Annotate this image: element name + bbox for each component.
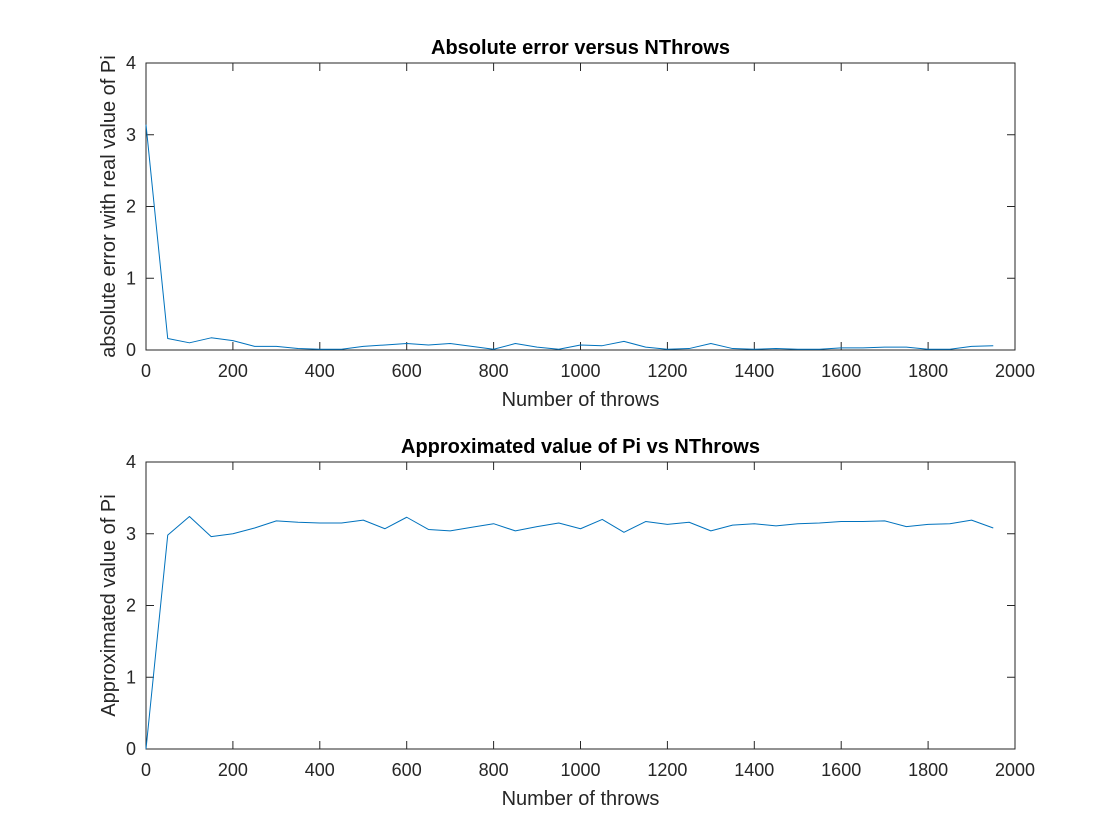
pi-x-tick-label: 1800 — [908, 760, 948, 780]
error-plot-axes: 0 200 400 600 800 1000 1200 1400 1600 1800 2000 0 1 2… — [98, 37, 1035, 411]
error-x-tick-label: 1800 — [908, 361, 948, 381]
pi-x-tick-label: 1400 — [734, 760, 774, 780]
pi-y-axis-label: Approximated value of Pi — [98, 494, 120, 716]
error-y-tick-label: 1 — [126, 268, 136, 288]
pi-y-tick-label: 0 — [126, 739, 136, 759]
error-axes-frame — [145, 62, 1016, 351]
pi-x-tick-label: 400 — [305, 760, 335, 780]
pi-x-axis-label: Number of throws — [502, 788, 660, 810]
pi-chart-title: Approximated value of Pi vs NThrows — [401, 436, 760, 458]
error-y-axis-label: absolute error with real value of Pi — [98, 55, 120, 357]
error-x-tick-label: 0 — [141, 361, 151, 381]
pi-y-tick-label: 4 — [126, 452, 136, 472]
pi-x-tick-label: 2000 — [995, 760, 1035, 780]
error-x-tick-label: 800 — [479, 361, 509, 381]
pi-x-tick-label: 600 — [392, 760, 422, 780]
error-x-tick-label: 2000 — [995, 361, 1035, 381]
error-x-tick-label: 400 — [305, 361, 335, 381]
pi-y-tick-label: 2 — [126, 596, 136, 616]
error-series-line — [145, 124, 994, 350]
error-x-axis-label: Number of throws — [502, 389, 660, 411]
error-x-tick-label: 1200 — [647, 361, 687, 381]
error-x-tick-label: 1400 — [734, 361, 774, 381]
pi-y-tick-label: 1 — [126, 667, 136, 687]
pi-estimate-plot-axes: 0 200 400 600 800 1000 1200 1400 1600 1800 2000 0 1 2… — [98, 436, 1035, 810]
error-y-tick-label: 0 — [126, 340, 136, 360]
pi-x-tick-label: 800 — [479, 760, 509, 780]
pi-axes-frame — [145, 461, 1016, 750]
error-y-tick-label: 4 — [126, 53, 136, 73]
error-x-tick-label: 1000 — [560, 361, 600, 381]
error-y-tick-label: 2 — [126, 197, 136, 217]
error-x-tick-label: 200 — [218, 361, 248, 381]
pi-x-tick-label: 1200 — [647, 760, 687, 780]
error-x-tick-label: 600 — [392, 361, 422, 381]
error-y-tick-label: 3 — [126, 125, 136, 145]
pi-x-tick-label: 200 — [218, 760, 248, 780]
pi-x-tick-label: 1600 — [821, 760, 861, 780]
pi-series-line — [145, 516, 994, 750]
error-x-tick-label: 1600 — [821, 361, 861, 381]
pi-x-tick-label: 1000 — [560, 760, 600, 780]
pi-y-tick-label: 3 — [126, 524, 136, 544]
pi-x-tick-label: 0 — [141, 760, 151, 780]
error-chart-title: Absolute error versus NThrows — [431, 37, 730, 59]
